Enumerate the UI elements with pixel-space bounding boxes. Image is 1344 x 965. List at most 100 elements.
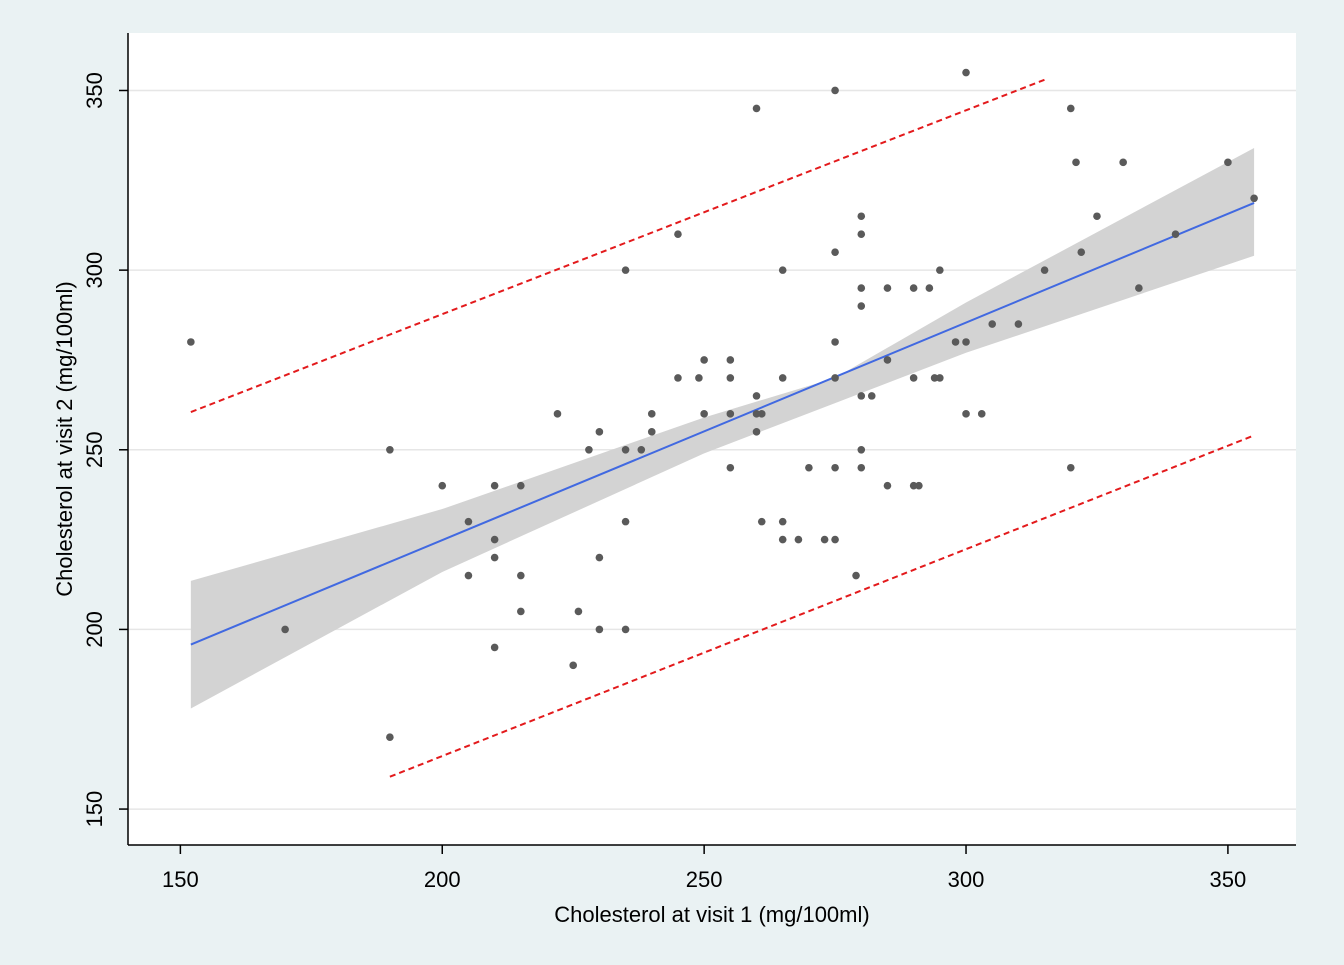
data-point	[831, 86, 839, 95]
data-point	[831, 463, 839, 472]
data-point	[1119, 158, 1127, 167]
data-point	[517, 481, 525, 490]
data-point	[574, 607, 583, 616]
data-point	[1072, 158, 1080, 167]
data-point	[726, 410, 735, 418]
data-point	[464, 517, 473, 526]
y-tick-label: 250	[82, 431, 107, 468]
y-tick-label: 350	[82, 72, 107, 109]
data-point	[867, 392, 876, 400]
data-point	[857, 302, 866, 310]
confidence-band-layer	[190, 147, 1255, 709]
fit-line	[190, 202, 1255, 646]
data-point	[778, 266, 787, 274]
data-point	[925, 284, 934, 292]
data-point	[386, 733, 394, 742]
data-point	[857, 212, 866, 221]
data-point	[621, 517, 630, 526]
data-point	[962, 338, 970, 346]
confidence-band	[190, 147, 1255, 709]
data-point	[794, 535, 803, 544]
y-tick-label: 150	[82, 791, 107, 828]
data-point	[700, 356, 708, 364]
data-point	[595, 428, 604, 436]
data-point	[857, 230, 866, 239]
x-tick-label: 200	[424, 867, 461, 892]
data-point	[726, 356, 735, 364]
x-axis-title: Cholesterol at visit 1 (mg/100ml)	[554, 902, 869, 927]
data-point	[857, 445, 866, 454]
data-point	[820, 535, 829, 544]
data-point	[977, 410, 986, 418]
data-point	[595, 625, 604, 634]
prediction-lower-line	[389, 434, 1255, 778]
data-point	[464, 571, 473, 580]
prediction-interval-layer	[190, 78, 1255, 778]
fit-line-layer	[190, 202, 1255, 646]
data-point	[647, 410, 656, 418]
data-point	[915, 481, 923, 490]
data-point	[1014, 320, 1023, 328]
data-point	[883, 356, 892, 364]
data-point	[909, 374, 918, 382]
data-point	[187, 338, 195, 346]
data-point	[1066, 463, 1075, 472]
data-point	[1224, 158, 1232, 167]
data-point	[1040, 266, 1049, 274]
data-point	[857, 392, 866, 400]
data-point	[1066, 104, 1075, 113]
data-point	[621, 266, 630, 274]
data-point	[962, 410, 970, 418]
data-point	[883, 481, 892, 490]
x-tick-label: 300	[948, 867, 985, 892]
data-point	[909, 284, 918, 292]
y-axis-title: Cholesterol at visit 2 (mg/100ml)	[52, 281, 77, 596]
data-point	[553, 410, 562, 418]
data-point	[778, 535, 787, 544]
data-point	[1250, 194, 1258, 203]
data-point	[752, 392, 761, 400]
data-point	[757, 410, 766, 418]
data-point	[674, 230, 682, 239]
data-point	[490, 643, 499, 652]
data-point	[988, 320, 997, 328]
data-point	[585, 445, 593, 454]
data-point	[281, 625, 289, 634]
data-point	[962, 68, 970, 77]
data-point	[647, 428, 656, 436]
data-point	[726, 374, 735, 382]
data-point	[831, 535, 839, 544]
data-point	[831, 248, 839, 256]
data-point	[621, 625, 630, 634]
data-point	[752, 104, 761, 113]
data-point	[621, 445, 630, 454]
data-point	[936, 266, 944, 274]
data-point	[490, 553, 499, 562]
data-point	[752, 428, 761, 436]
x-tick-label: 150	[162, 867, 199, 892]
data-point	[778, 374, 787, 382]
data-point	[778, 517, 787, 526]
data-point	[930, 374, 939, 382]
data-point	[674, 374, 682, 382]
data-points	[187, 68, 1258, 742]
data-point	[700, 410, 708, 418]
data-point	[752, 410, 761, 418]
data-point	[695, 374, 703, 382]
data-point	[490, 481, 499, 490]
data-point	[1171, 230, 1180, 239]
data-point	[831, 338, 839, 346]
data-point	[951, 338, 960, 346]
data-point	[386, 445, 394, 454]
data-point	[852, 571, 860, 580]
data-point	[438, 481, 447, 490]
data-point	[726, 463, 735, 472]
data-point	[569, 661, 578, 670]
data-point	[1077, 248, 1086, 256]
data-point	[831, 374, 839, 382]
data-point	[595, 553, 604, 562]
data-point	[857, 284, 866, 292]
data-point	[517, 571, 525, 580]
